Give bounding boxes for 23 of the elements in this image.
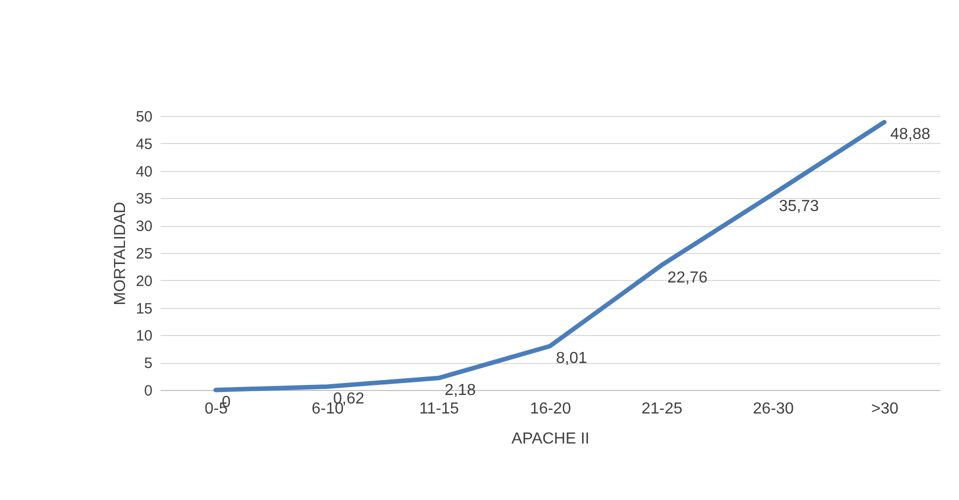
data-label: 35,73 (778, 198, 819, 216)
y-tick-label: 25 (136, 246, 152, 262)
y-tick-label: 50 (136, 108, 152, 126)
x-tick-label: 21-25 (641, 400, 682, 418)
y-tick-label: 30 (136, 218, 152, 236)
data-label: 22,76 (667, 269, 708, 286)
x-tick-label: >30 (871, 400, 898, 418)
y-tick-label: 10 (136, 328, 152, 345)
y-tick-label: 0 (144, 382, 152, 400)
x-tick-label: 26-30 (752, 400, 794, 418)
data-label: 8,01 (556, 350, 588, 368)
y-tick-label: 35 (136, 190, 152, 208)
data-label: 48,88 (890, 126, 930, 144)
y-tick-label: 15 (136, 300, 152, 318)
y-tick-label: 45 (136, 136, 152, 153)
x-tick-label: 16-20 (530, 400, 572, 418)
y-axis-title: MORTALIDAD (112, 202, 129, 306)
x-axis-title: APACHE II (512, 430, 590, 448)
y-tick-label: 5 (144, 355, 152, 372)
data-label: 2,18 (444, 382, 476, 400)
x-tick-label: 11-15 (419, 400, 460, 418)
y-tick-label: 40 (136, 163, 152, 180)
y-tick-label: 20 (136, 272, 152, 290)
